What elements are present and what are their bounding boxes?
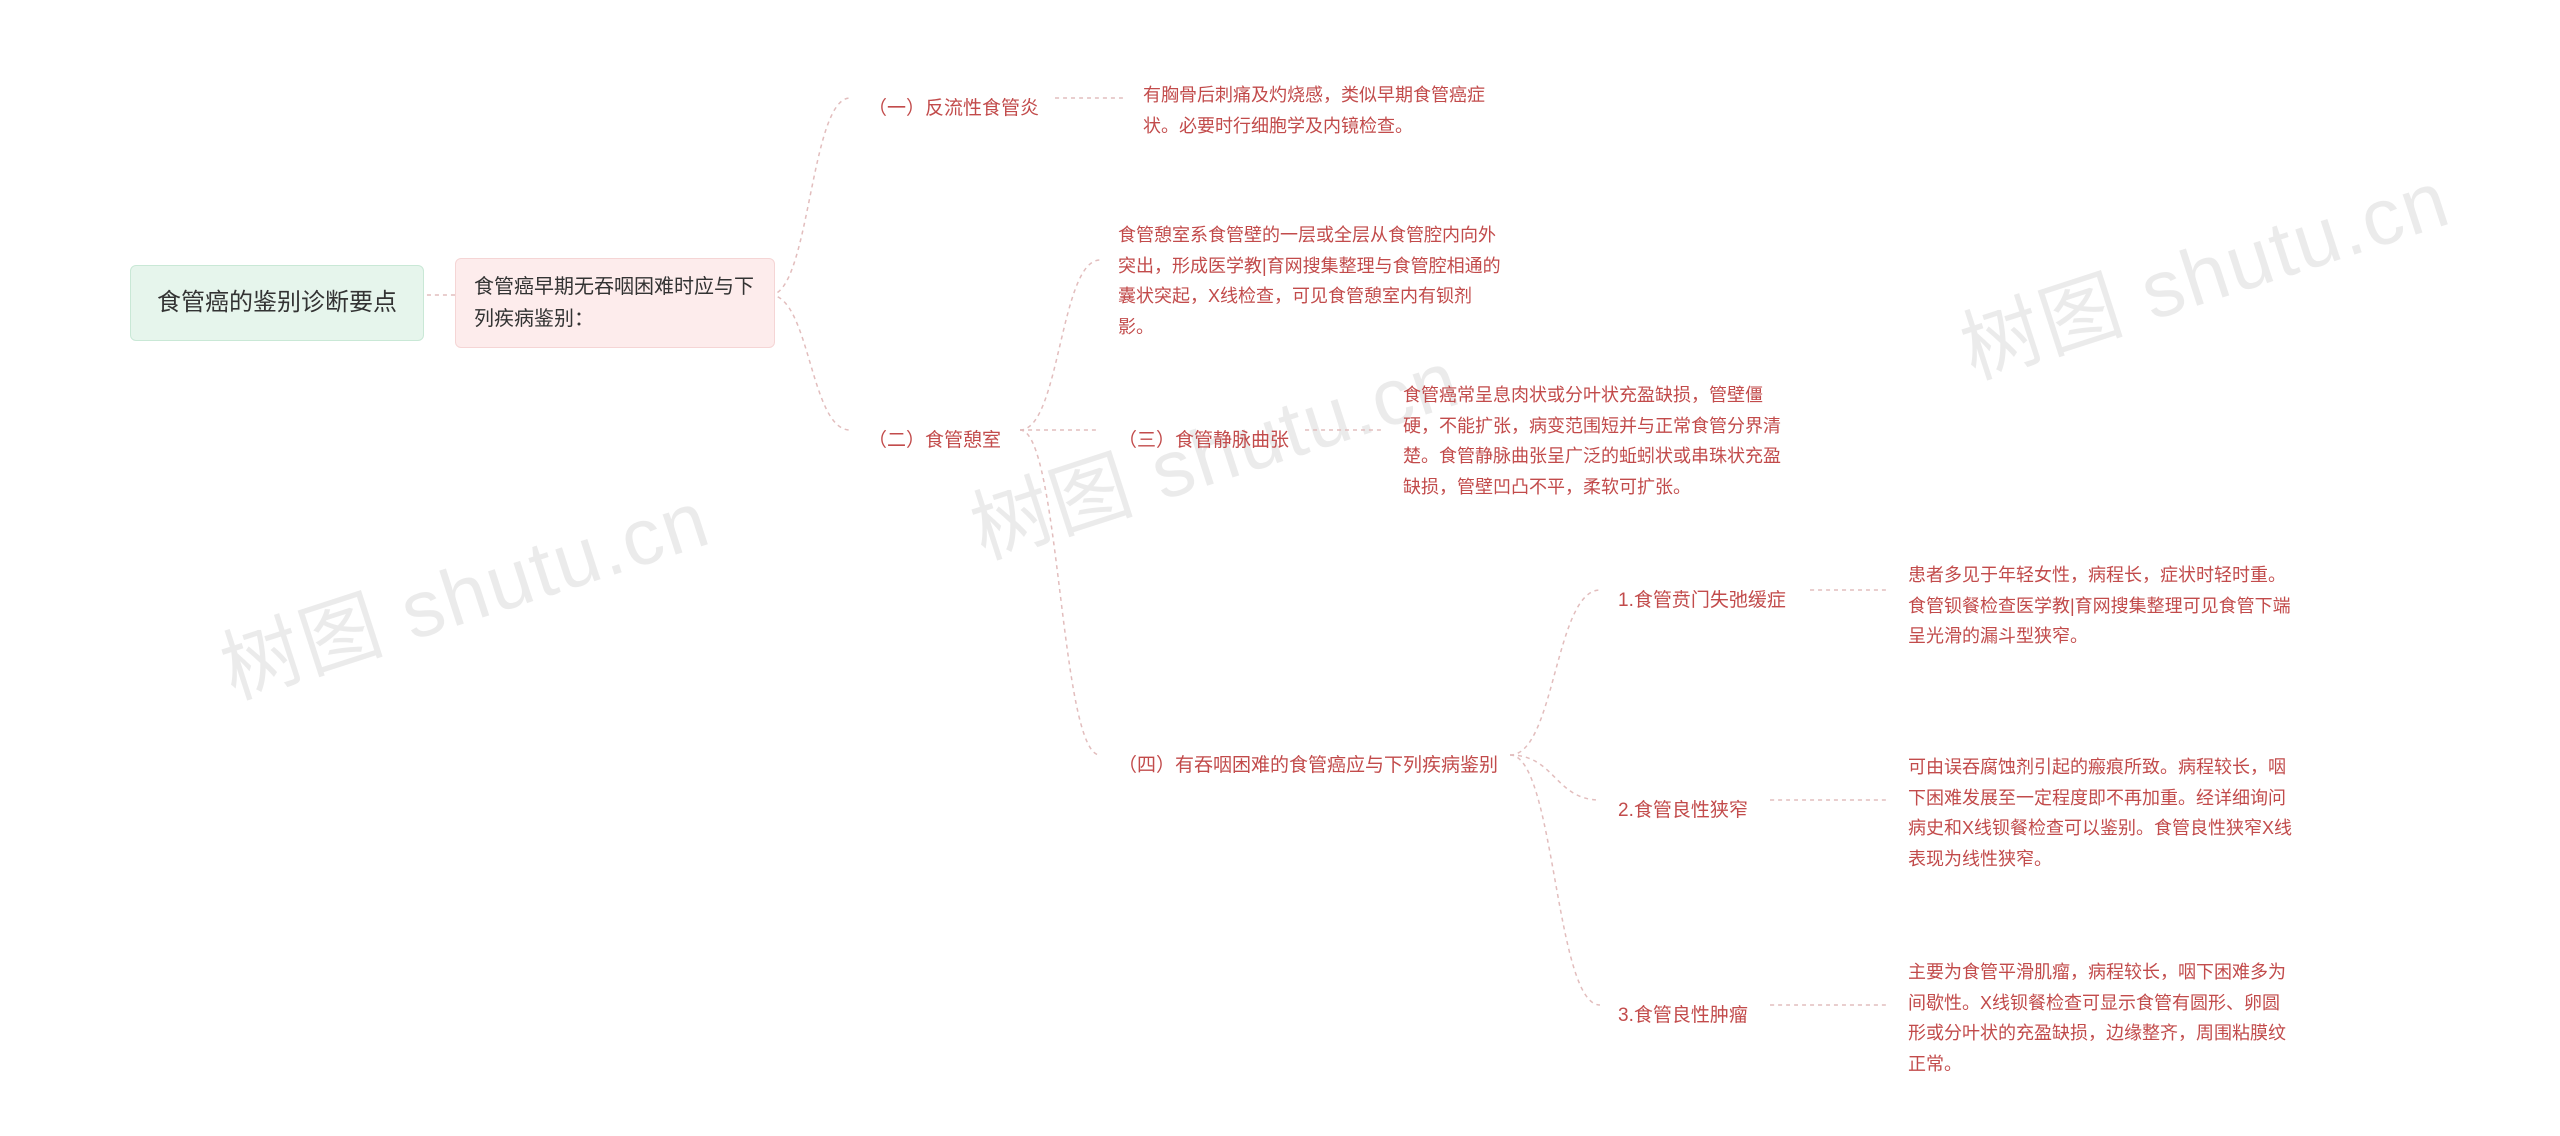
branch-b2-label: （二）食管憩室 xyxy=(868,426,1001,456)
branch-b4-label: （四）有吞咽困难的食管癌应与下列疾病鉴别 xyxy=(1118,751,1498,781)
branch-b3-desc-text: 食管癌常呈息肉状或分叶状充盈缺损，管壁僵硬，不能扩张，病变范围短并与正常食管分界… xyxy=(1403,380,1787,502)
branch-b2: （二）食管憩室 xyxy=(850,414,1019,468)
branch-c1-desc: 患者多见于年轻女性，病程长，症状时轻时重。食管钡餐检查医学教|育网搜集整理可见食… xyxy=(1890,548,2310,664)
root-node: 食管癌的鉴别诊断要点 xyxy=(130,265,424,341)
branch-c1: 1.食管贲门失弛缓症 xyxy=(1600,574,1804,628)
branch-c1-label: 1.食管贲门失弛缓症 xyxy=(1618,586,1786,616)
branch-b3-desc: 食管癌常呈息肉状或分叶状充盈缺损，管壁僵硬，不能扩张，病变范围短并与正常食管分界… xyxy=(1385,368,1805,514)
branch-b3-label: （三）食管静脉曲张 xyxy=(1118,426,1289,456)
level1-label: 食管癌早期无吞咽困难时应与下列疾病鉴别： xyxy=(474,271,756,335)
branch-b2-desc-text: 食管憩室系食管壁的一层或全层从食管腔内向外突出，形成医学教|育网搜集整理与食管腔… xyxy=(1118,220,1502,342)
branch-b2-desc: 食管憩室系食管壁的一层或全层从食管腔内向外突出，形成医学教|育网搜集整理与食管腔… xyxy=(1100,208,1520,354)
branch-c2: 2.食管良性狭窄 xyxy=(1600,784,1766,838)
branch-c3: 3.食管良性肿瘤 xyxy=(1600,989,1766,1043)
branch-b4: （四）有吞咽困难的食管癌应与下列疾病鉴别 xyxy=(1100,739,1516,793)
branch-c2-desc-text: 可由误吞腐蚀剂引起的瘢痕所致。病程较长，咽下困难发展至一定程度即不再加重。经详细… xyxy=(1908,752,2292,874)
branch-c2-label: 2.食管良性狭窄 xyxy=(1618,796,1748,826)
watermark: 树图 shutu.cn xyxy=(1944,135,2462,402)
branch-c3-label: 3.食管良性肿瘤 xyxy=(1618,1001,1748,1031)
branch-c3-desc-text: 主要为食管平滑肌瘤，病程较长，咽下困难多为间歇性。X线钡餐检查可显示食管有圆形、… xyxy=(1908,957,2292,1079)
branch-b1: （一）反流性食管炎 xyxy=(850,82,1057,136)
branch-b1-label: （一）反流性食管炎 xyxy=(868,94,1039,124)
branch-c2-desc: 可由误吞腐蚀剂引起的瘢痕所致。病程较长，咽下困难发展至一定程度即不再加重。经详细… xyxy=(1890,740,2310,886)
branch-b1-desc-text: 有胸骨后刺痛及灼烧感，类似早期食管癌症状。必要时行细胞学及内镜检查。 xyxy=(1143,80,1507,141)
branch-b3: （三）食管静脉曲张 xyxy=(1100,414,1307,468)
branch-c1-desc-text: 患者多见于年轻女性，病程长，症状时轻时重。食管钡餐检查医学教|育网搜集整理可见食… xyxy=(1908,560,2292,652)
branch-b1-desc: 有胸骨后刺痛及灼烧感，类似早期食管癌症状。必要时行细胞学及内镜检查。 xyxy=(1125,68,1525,153)
root-label: 食管癌的鉴别诊断要点 xyxy=(157,284,397,322)
branch-c3-desc: 主要为食管平滑肌瘤，病程较长，咽下困难多为间歇性。X线钡餐检查可显示食管有圆形、… xyxy=(1890,945,2310,1091)
level1-node: 食管癌早期无吞咽困难时应与下列疾病鉴别： xyxy=(455,258,775,348)
watermark: 树图 shutu.cn xyxy=(204,455,722,722)
